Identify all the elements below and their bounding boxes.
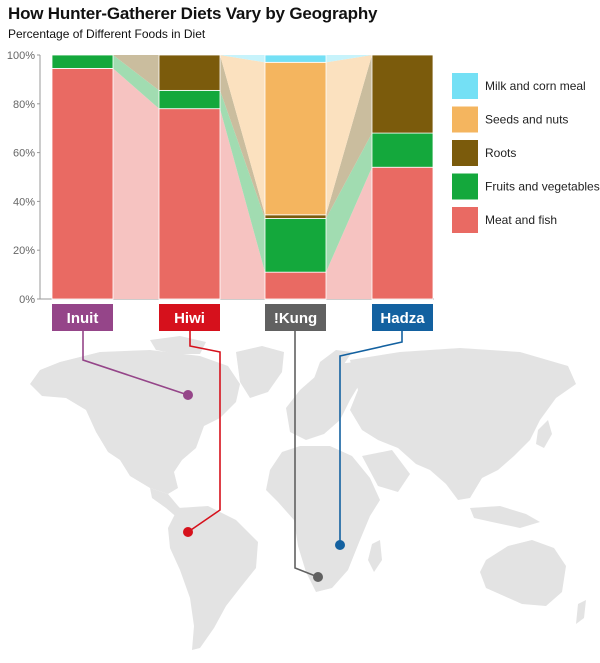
legend-swatch — [452, 73, 478, 99]
bar-segment-fruits-and-vegetables — [371, 132, 434, 168]
connector-band-roots — [113, 55, 159, 91]
location-dot — [335, 540, 345, 550]
connector-band-meat-and-fish — [326, 167, 372, 299]
legend-swatch — [452, 173, 478, 200]
connector-band-meat-and-fish — [220, 108, 265, 300]
bar-segment-meat-and-fish — [264, 271, 327, 300]
bar-segment-fruits-and-vegetables — [158, 89, 221, 110]
map-new-zealand — [576, 600, 586, 624]
legend-label: Meat and fish — [485, 213, 557, 227]
world-map — [30, 336, 586, 650]
connector-band-meat-and-fish — [113, 68, 159, 299]
legend-label: Seeds and nuts — [485, 113, 568, 127]
y-axis: 0% 20% 40% 60% 80% 100% — [7, 50, 434, 306]
legend-swatch — [452, 207, 478, 233]
legend: Milk and corn meal Seeds and nuts Roots Fru… — [452, 73, 600, 233]
y-tick-label: 60% — [13, 148, 35, 160]
map-arabia — [362, 450, 410, 492]
connector-bands — [113, 55, 372, 300]
legend-label: Milk and corn meal — [485, 79, 586, 93]
bar-segment-meat-and-fish — [371, 166, 434, 300]
map-south-america — [168, 506, 258, 650]
location-dot — [183, 390, 193, 400]
bar-segment-roots — [158, 54, 221, 91]
map-australia — [480, 540, 566, 606]
map-scandinavia — [312, 350, 352, 388]
chart-title: How Hunter-Gatherer Diets Vary by Geogra… — [8, 4, 378, 23]
leader-line — [339, 331, 403, 545]
map-europe — [286, 362, 362, 440]
region-label: !Kung — [274, 310, 317, 327]
region-label: Inuit — [67, 310, 99, 327]
chart-subtitle: Percentage of Different Foods in Diet — [8, 27, 206, 41]
bar-segment-roots — [264, 214, 327, 219]
bar-segment-meat-and-fish — [158, 108, 221, 300]
legend-label: Fruits and vegetables — [485, 180, 600, 194]
connector-band-roots — [220, 55, 265, 219]
map-north-america — [30, 350, 240, 494]
region-label-box — [372, 304, 433, 331]
region-label-box — [159, 304, 220, 331]
location-dot — [183, 527, 193, 537]
connector-band-seeds-and-nuts — [326, 55, 372, 215]
map-indonesia — [470, 506, 540, 528]
map-arctic-islands — [150, 336, 206, 354]
connector-band-seeds-and-nuts — [220, 55, 265, 215]
region-label: Hadza — [380, 310, 425, 327]
leader-line — [294, 331, 319, 578]
region-label-box — [52, 304, 113, 331]
bar-segment-meat-and-fish — [51, 68, 114, 300]
connector-band-fruits-and-vegetables — [326, 133, 372, 273]
bar-segment-milk-and-corn-meal — [264, 54, 327, 63]
y-tick-label: 0% — [19, 294, 35, 306]
map-africa — [266, 446, 380, 592]
leader-line — [82, 331, 189, 396]
legend-label: Roots — [485, 146, 516, 160]
region-label-box — [265, 304, 326, 331]
leader-line — [187, 331, 221, 533]
region-labels: Inuit Hiwi !Kung Hadza — [52, 304, 433, 582]
region-label: Hiwi — [174, 310, 205, 327]
map-madagascar — [368, 540, 382, 572]
legend-swatch — [452, 140, 478, 166]
connector-band-roots — [326, 55, 372, 219]
stacked-bars — [51, 54, 434, 300]
y-tick-label: 80% — [13, 99, 35, 111]
bar-segment-fruits-and-vegetables — [51, 54, 114, 69]
connector-band-milk-and-corn-meal — [326, 55, 372, 63]
map-japan — [536, 420, 552, 448]
location-dot — [313, 572, 323, 582]
connector-band-milk-and-corn-meal — [220, 55, 265, 63]
legend-swatch — [452, 106, 478, 133]
y-tick-label: 20% — [13, 245, 35, 257]
bar-segment-roots — [371, 54, 434, 134]
map-asia — [350, 348, 576, 500]
connector-band-fruits-and-vegetables — [113, 55, 159, 109]
bar-segment-seeds-and-nuts — [264, 61, 327, 216]
connector-band-fruits-and-vegetables — [220, 90, 265, 273]
bar-segment-fruits-and-vegetables — [264, 218, 327, 273]
y-tick-label: 100% — [7, 50, 35, 62]
y-tick-label: 40% — [13, 196, 35, 208]
map-greenland — [236, 346, 284, 398]
